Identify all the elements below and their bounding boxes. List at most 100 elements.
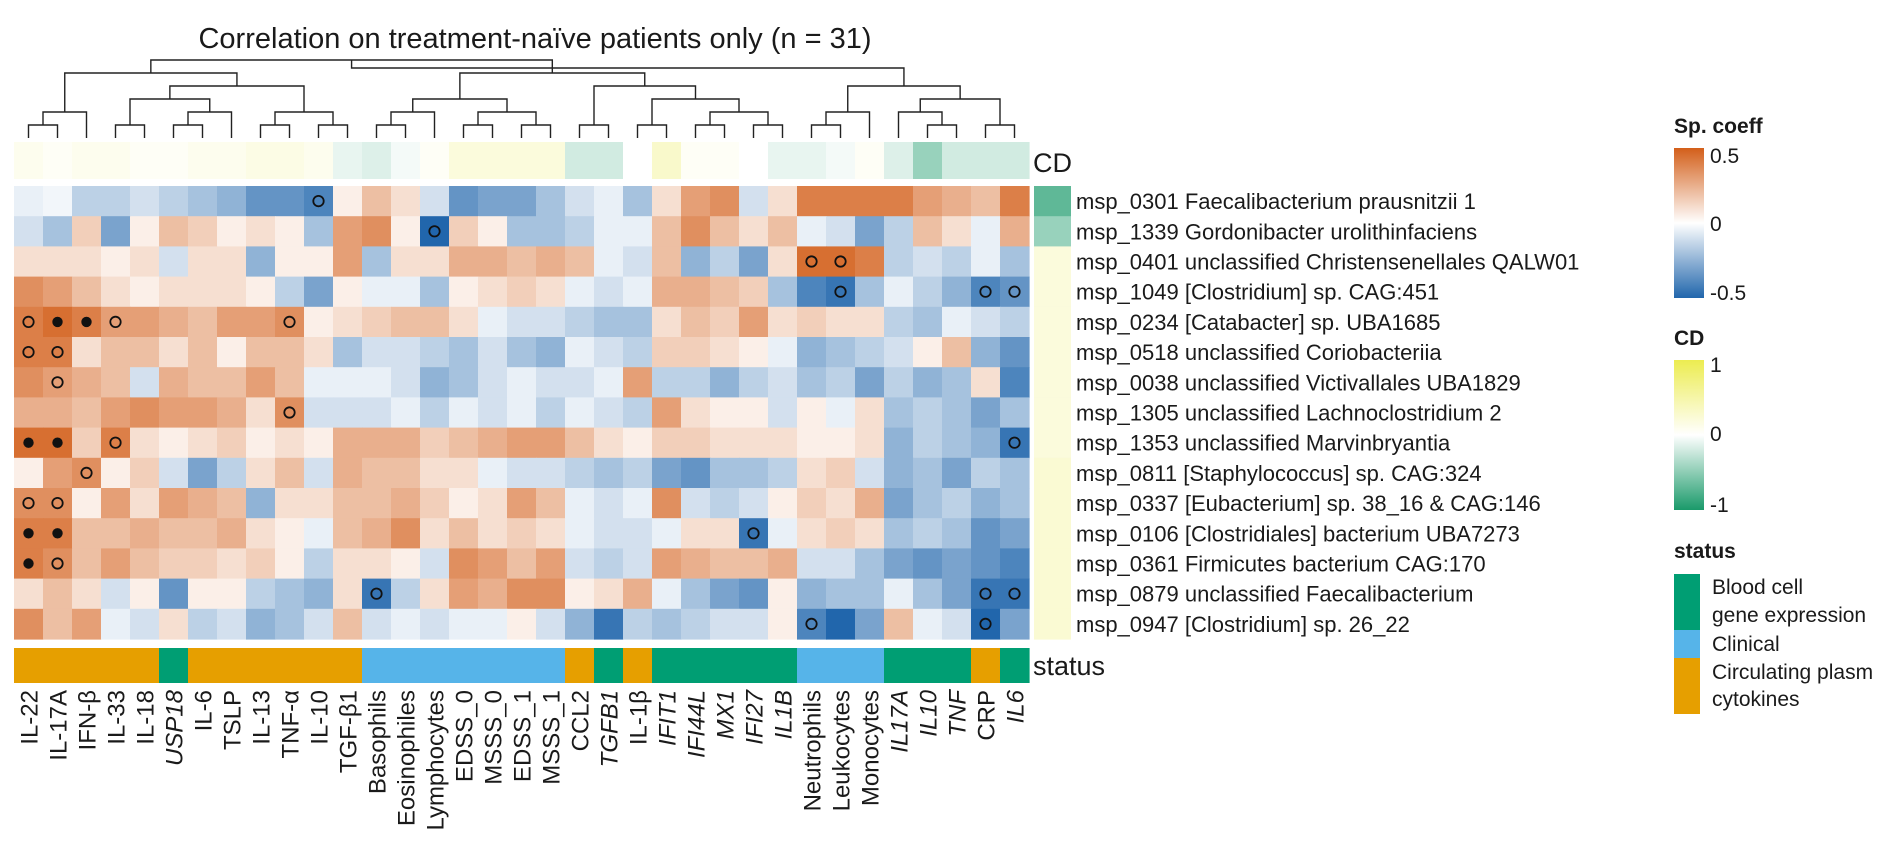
legend-status-clinical-swatch (1674, 630, 1700, 658)
heatmap-cell (72, 608, 102, 640)
heatmap-cell (188, 518, 218, 549)
heatmap-cell (188, 186, 218, 217)
cd-column-cell (884, 142, 914, 179)
heatmap-cell (130, 306, 160, 338)
heatmap-cell (246, 548, 276, 580)
heatmap-cell (217, 518, 247, 549)
heatmap-cell (536, 488, 566, 519)
row-label: msp_1305 unclassified Lachnoclostridium … (1076, 401, 1502, 426)
cd-column-cell (594, 142, 624, 179)
heatmap-cell (43, 488, 73, 519)
heatmap-cell (449, 608, 479, 640)
heatmap-cell (681, 397, 711, 429)
cd-column-cell (478, 142, 508, 179)
significance-dot-open (805, 617, 818, 631)
cd-column-cell (826, 142, 856, 179)
heatmap-cell (130, 246, 160, 278)
status-cell (681, 648, 711, 683)
heatmap-cell (884, 488, 914, 519)
heatmap-cell (72, 216, 102, 247)
heatmap-cell (826, 367, 856, 398)
cd-column-cell (507, 142, 537, 179)
heatmap-cell (130, 276, 160, 308)
heatmap-cell (188, 578, 218, 610)
heatmap-cell (188, 548, 218, 580)
heatmap-cell (159, 457, 189, 489)
heatmap-cell (304, 306, 334, 338)
heatmap-cell (913, 397, 943, 429)
heatmap-cell (72, 246, 102, 278)
cd-column-cell (681, 142, 711, 179)
heatmap-cell (768, 367, 798, 398)
significance-markers (22, 195, 1021, 631)
heatmap-cell (159, 276, 189, 308)
heatmap-cell (710, 518, 740, 549)
heatmap-cell (275, 608, 305, 640)
heatmap-cell (420, 488, 450, 519)
heatmap-cell (681, 578, 711, 610)
heatmap-cell (333, 186, 363, 217)
column-label: Lymphocytes (423, 690, 450, 831)
heatmap-cell (797, 488, 827, 519)
heatmap-cell (130, 397, 160, 429)
heatmap-cell (72, 337, 102, 368)
heatmap-cell (43, 457, 73, 489)
heatmap-cell (681, 457, 711, 489)
heatmap-cell (246, 427, 276, 459)
heatmap-cell (971, 216, 1001, 247)
heatmap-cell (43, 186, 73, 217)
heatmap-cell (246, 488, 276, 519)
heatmap-cell (246, 457, 276, 489)
heatmap-cell (681, 518, 711, 549)
heatmap-cell (188, 367, 218, 398)
heatmap-cell (420, 578, 450, 610)
legend-sp-coeff-tick-mid: 0 (1710, 213, 1722, 236)
status-cell (623, 648, 653, 683)
heatmap-cell (623, 397, 653, 429)
heatmap-cell (971, 457, 1001, 489)
row-label: msp_1339 Gordonibacter urolithinfaciens (1076, 219, 1477, 244)
heatmap-cell (217, 608, 247, 640)
cd-row-cell (1034, 608, 1071, 640)
heatmap-cell (159, 216, 189, 247)
heatmap-cell (449, 457, 479, 489)
significance-dot-open (22, 496, 35, 510)
status-cell (797, 648, 827, 683)
heatmap-cell (855, 608, 885, 640)
heatmap-cell (942, 488, 972, 519)
heatmap-cell (826, 186, 856, 217)
heatmap-cell (391, 246, 421, 278)
heatmap-cell (159, 488, 189, 519)
heatmap-cell (391, 367, 421, 398)
column-label: IL17A (887, 690, 914, 753)
dendrogram-branch (694, 124, 726, 138)
status-cell (333, 648, 363, 683)
heatmap-cell (130, 518, 160, 549)
heatmap-cell (942, 608, 972, 640)
heatmap-cell (101, 457, 131, 489)
dendrogram-branch (578, 124, 610, 138)
heatmap-cell (420, 397, 450, 429)
column-label: MX1 (713, 690, 740, 739)
heatmap-cell (159, 337, 189, 368)
status-cell (913, 648, 943, 683)
column-label: CRP (974, 690, 1001, 741)
dendrogram-branch (752, 124, 784, 138)
heatmap-cell (565, 578, 595, 610)
heatmap-cell (942, 367, 972, 398)
status-cell (826, 648, 856, 683)
heatmap-cell (971, 518, 1001, 549)
heatmap-cell (14, 608, 44, 640)
heatmap-cell (681, 276, 711, 308)
heatmap-cell (768, 608, 798, 640)
heatmap-cell (565, 337, 595, 368)
heatmap-cell (14, 488, 44, 519)
heatmap-cell (304, 397, 334, 429)
heatmap-cell (710, 457, 740, 489)
heatmap-cell (391, 306, 421, 338)
heatmap-cell (826, 216, 856, 247)
heatmap-cell (710, 427, 740, 459)
heatmap-cell (188, 488, 218, 519)
heatmap-cell (72, 276, 102, 308)
significance-dot-open (22, 345, 35, 359)
